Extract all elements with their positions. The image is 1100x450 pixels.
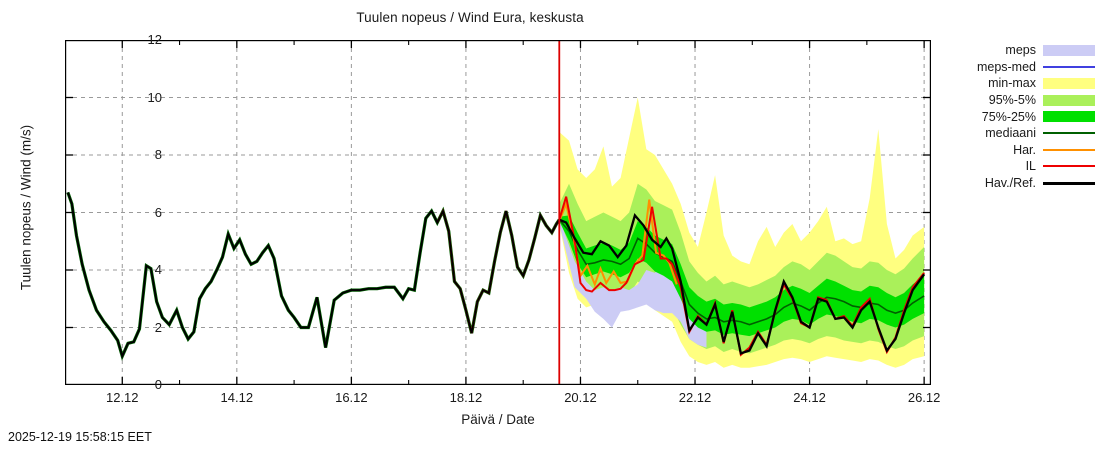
legend-min-max[interactable]: min-max: [955, 75, 1095, 92]
y-tick-label: 6: [154, 204, 162, 220]
legend-label: mediaani: [985, 126, 1036, 141]
legend-swatch-line: [1043, 132, 1095, 135]
legend-p95-p5[interactable]: 95%-5%: [955, 92, 1095, 109]
legend-label: meps-med: [976, 59, 1036, 74]
y-tick-label: 12: [147, 32, 162, 47]
legend-meps[interactable]: meps: [955, 42, 1095, 59]
plot-area: [65, 40, 931, 385]
y-tick-label: 0: [154, 377, 162, 392]
legend-mediaani[interactable]: mediaani: [955, 125, 1095, 142]
x-tick-label: 18.12: [449, 390, 483, 405]
legend-label: Hav./Ref.: [984, 176, 1036, 191]
x-tick-label: 12.12: [105, 390, 139, 405]
y-axis-label: Tuulen nopeus / Wind (m/s): [18, 124, 34, 291]
legend-label: meps: [1005, 43, 1036, 58]
legend-label: 75%-25%: [981, 109, 1036, 124]
legend-p75-p25[interactable]: 75%-25%: [955, 108, 1095, 125]
legend-label: min-max: [988, 76, 1036, 91]
legend-label: Har.: [1013, 142, 1036, 157]
x-tick-label: 22.12: [678, 390, 712, 405]
plot-svg: [65, 40, 931, 385]
x-tick-label: 20.12: [564, 390, 597, 405]
x-axis-label: Päivä / Date: [461, 412, 535, 427]
y-tick-label: 2: [154, 319, 162, 335]
legend-il[interactable]: IL: [955, 158, 1095, 175]
line-hav-ref-observed: [66, 192, 561, 360]
legend-swatch-line: [1043, 181, 1095, 185]
legend-label: IL: [1025, 159, 1036, 174]
generation-timestamp: 2025-12-19 15:58:15 EET: [8, 430, 152, 444]
legend-swatch-line: [1043, 148, 1095, 151]
x-tick-label: 16.12: [335, 390, 368, 405]
legend-swatch-line: [1043, 65, 1095, 68]
y-tick-label: 10: [147, 89, 162, 105]
y-tick-label: 8: [154, 147, 162, 162]
legend-hav-ref[interactable]: Hav./Ref.: [955, 175, 1095, 192]
band-p75-p25: [559, 215, 925, 337]
x-tick-label: 14.12: [220, 390, 254, 405]
legend-swatch-swatch: [1043, 77, 1095, 89]
y-tick-label: 4: [154, 262, 162, 277]
line-il-observed: [436, 208, 561, 334]
legend-meps-med[interactable]: meps-med: [955, 59, 1095, 76]
legend-swatch-swatch: [1043, 94, 1095, 106]
legend-swatch-swatch: [1043, 44, 1095, 56]
legend-swatch-swatch: [1043, 111, 1095, 123]
line-hav-ref-forecast: [558, 213, 926, 355]
legend-label: 95%-5%: [988, 93, 1036, 108]
legend-har[interactable]: Har.: [955, 142, 1095, 159]
x-tick-label: 26.12: [907, 390, 941, 405]
legend-swatch-line: [1043, 165, 1095, 168]
chart-legend: meps meps-med min-max 95%-5% 75%-25% mediaani…: [955, 42, 1095, 191]
x-tick-label: 24.12: [793, 390, 826, 405]
chart-title: Tuulen nopeus / Wind Eura, keskusta: [356, 10, 584, 25]
